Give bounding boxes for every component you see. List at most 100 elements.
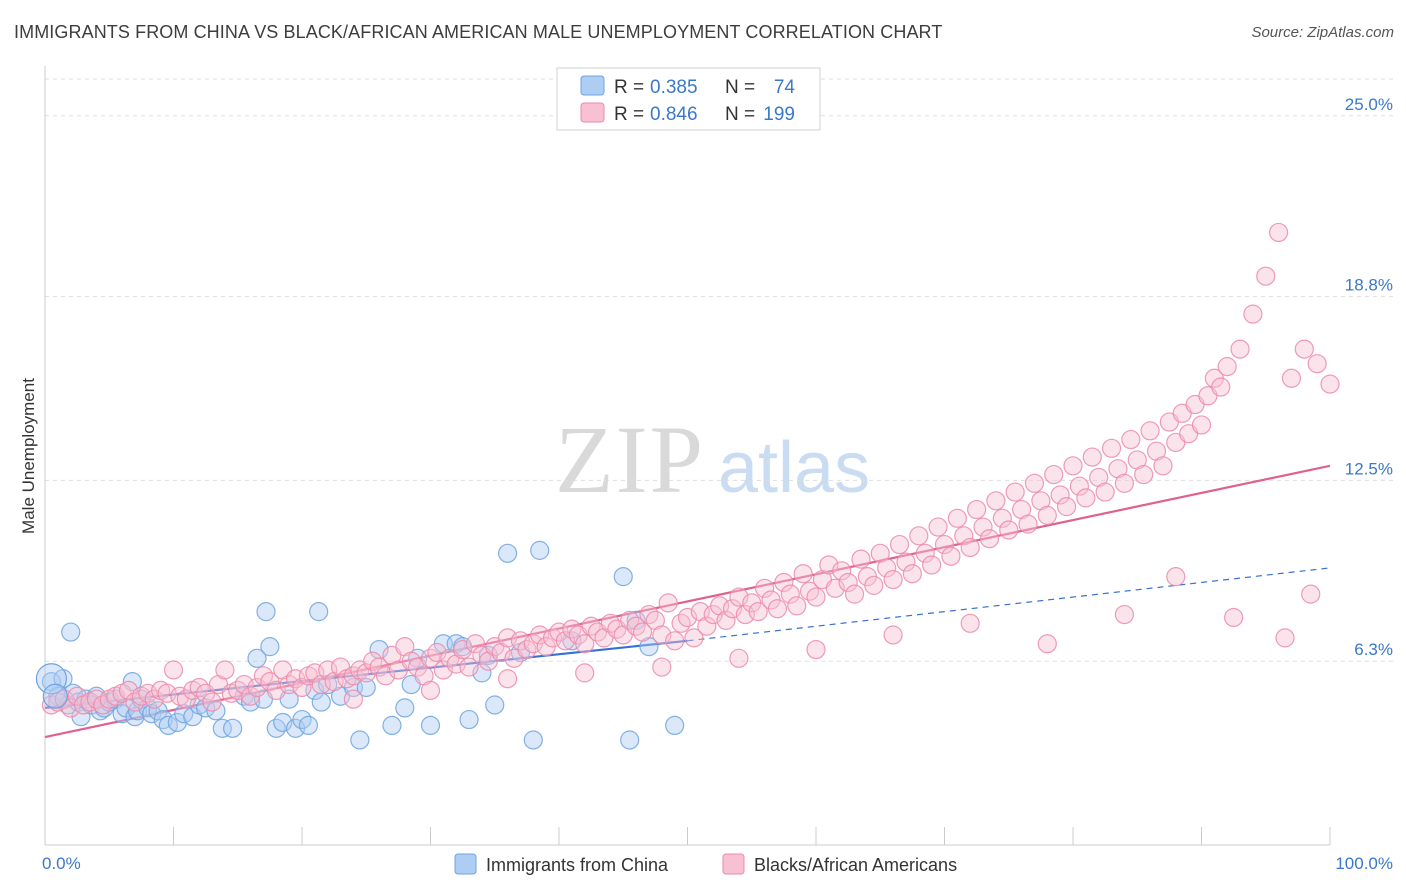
- black-point: [793, 564, 813, 584]
- black-point: [748, 602, 768, 622]
- china-point: [256, 602, 276, 622]
- black-point: [787, 596, 807, 616]
- black-point: [1114, 604, 1135, 625]
- black-point: [465, 634, 486, 654]
- black-point: [215, 660, 235, 680]
- legend-n-label-blue: N =: [725, 77, 755, 98]
- china-point: [665, 715, 685, 736]
- black-point: [1134, 464, 1154, 485]
- black-point: [665, 631, 685, 651]
- black-point: [1037, 634, 1057, 654]
- black-point: [1121, 429, 1141, 450]
- black-point: [780, 584, 800, 604]
- bottom-legend-label-pink: Blacks/African Americans: [754, 855, 957, 875]
- black-point: [1294, 339, 1314, 359]
- black-point: [767, 599, 788, 619]
- legend-r-value-pink: 0.846: [650, 104, 698, 125]
- black-point: [202, 692, 222, 712]
- black-point: [1050, 485, 1070, 505]
- legend-r-label-pink: R =: [614, 104, 644, 125]
- black-point: [806, 639, 826, 660]
- black-point: [909, 526, 929, 546]
- bottom-legend-label-blue: Immigrants from China: [486, 855, 669, 875]
- black-point: [1069, 476, 1090, 496]
- black-point: [1018, 514, 1038, 534]
- black-point: [877, 558, 897, 578]
- china-point: [613, 567, 633, 587]
- china-point: [485, 695, 505, 715]
- black-point: [652, 657, 672, 677]
- black-point: [806, 587, 826, 607]
- black-point: [1256, 266, 1276, 286]
- china-point: [153, 709, 173, 730]
- china-point: [350, 730, 370, 750]
- black-point: [838, 572, 858, 593]
- black-point: [1217, 357, 1237, 377]
- legend-r-value-blue: 0.385: [650, 77, 698, 98]
- legend-swatch-blue: [580, 75, 605, 96]
- black-point: [922, 555, 942, 575]
- black-point: [575, 634, 595, 654]
- china-point: [298, 715, 319, 736]
- black-point: [844, 584, 865, 604]
- black-point: [729, 648, 749, 668]
- black-point: [1095, 482, 1115, 502]
- black-point: [896, 552, 916, 572]
- black-point: [915, 543, 935, 563]
- black-point: [941, 546, 961, 566]
- black-point: [1037, 505, 1057, 525]
- black-point: [954, 526, 974, 546]
- black-point: [1140, 421, 1160, 441]
- legend-n-label-pink: N =: [725, 104, 755, 125]
- black-point: [292, 677, 312, 698]
- black-point: [754, 578, 775, 598]
- black-point: [889, 534, 910, 555]
- china-point: [309, 602, 329, 622]
- black-point: [1044, 464, 1064, 485]
- black-point: [697, 616, 717, 636]
- chart-title: IMMIGRANTS FROM CHINA VS BLACK/AFRICAN A…: [14, 22, 943, 42]
- black-point: [1307, 354, 1327, 374]
- y-tick-label: 25.0%: [1345, 95, 1393, 114]
- black-point: [1230, 339, 1250, 359]
- bottom-legend-swatch-pink: [722, 853, 745, 875]
- black-point: [992, 508, 1012, 528]
- black-point: [1211, 377, 1231, 397]
- china-point: [459, 709, 479, 730]
- black-point: [420, 680, 441, 701]
- black-point: [716, 610, 736, 630]
- black-point: [1005, 482, 1025, 502]
- china-point-large: [35, 663, 68, 695]
- black-point: [1320, 374, 1340, 394]
- black-point: [883, 625, 903, 645]
- black-point: [960, 537, 980, 558]
- black-point: [928, 517, 948, 537]
- black-point: [979, 529, 1000, 549]
- black-point: [658, 593, 678, 613]
- y-tick-label: 6.3%: [1354, 640, 1393, 659]
- black-point: [864, 575, 884, 595]
- china-point: [356, 677, 376, 698]
- black-point: [1063, 456, 1083, 476]
- black-point: [986, 491, 1006, 511]
- black-point: [947, 508, 967, 528]
- black-point: [967, 499, 987, 520]
- black-point: [575, 663, 595, 683]
- china-point: [382, 715, 402, 736]
- watermark-atlas: atlas: [718, 428, 870, 508]
- china-point: [311, 692, 331, 712]
- black-point: [973, 517, 993, 537]
- y-axis-title: Male Unemployment: [19, 378, 38, 534]
- china-point: [247, 648, 267, 668]
- black-point: [902, 564, 922, 584]
- china-point: [212, 718, 232, 738]
- y-tick-label: 12.5%: [1345, 459, 1393, 478]
- china-point: [523, 730, 543, 750]
- black-point: [1101, 438, 1122, 458]
- china-trend-line-extension: [687, 567, 1331, 642]
- bottom-legend-swatch-blue: [454, 853, 477, 875]
- x-tick-label: 100.0%: [1335, 854, 1393, 873]
- black-point: [1153, 456, 1173, 476]
- legend-r-label-blue: R =: [614, 77, 644, 98]
- black-point: [632, 622, 653, 642]
